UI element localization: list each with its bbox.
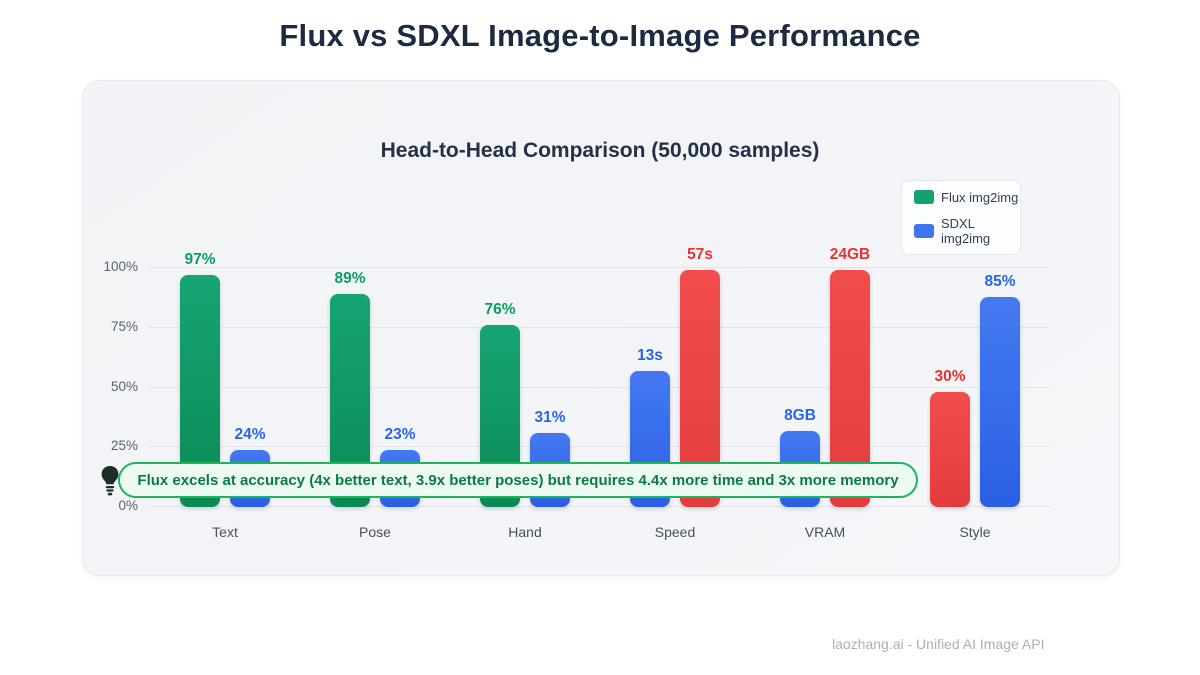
bar-style-blue xyxy=(980,297,1020,507)
grid-line xyxy=(148,506,1050,507)
y-axis-tick-label: 100% xyxy=(103,259,138,274)
bar-value-label: 24% xyxy=(234,426,266,443)
lightbulb-icon xyxy=(100,465,120,502)
bar-value-label: 97% xyxy=(184,251,216,268)
grid-line xyxy=(148,387,1050,388)
grid-line xyxy=(148,327,1050,328)
category-group-pose: 89% 23% Pose xyxy=(300,80,450,574)
bar-value-label: 31% xyxy=(534,409,566,426)
category-label: Style xyxy=(959,524,991,540)
category-label: VRAM xyxy=(804,524,846,540)
bar-value-label: 57s xyxy=(687,246,713,263)
bar-value-label: 13s xyxy=(637,347,663,364)
bar-value-label: 24GB xyxy=(829,246,871,263)
plot-area: 100% 75% 50% 25% 0% 97% 24% Text 89% 23% Pose 76% 31… xyxy=(82,80,1118,574)
bar-value-label: 85% xyxy=(984,273,1016,290)
category-label: Pose xyxy=(359,524,391,540)
chart-title: Head-to-Head Comparison (50,000 samples) xyxy=(380,139,820,162)
bar-value-label: 76% xyxy=(484,301,516,318)
y-axis-tick-label: 75% xyxy=(110,319,138,334)
grid-line xyxy=(148,267,1050,268)
bar-style-red xyxy=(930,392,970,507)
legend-swatch-green xyxy=(914,190,934,204)
bar-value-label: 89% xyxy=(334,270,366,287)
page-title: Flux vs SDXL Image-to-Image Performance xyxy=(279,18,921,53)
y-axis-tick-label: 50% xyxy=(110,379,138,394)
bar-value-label: 23% xyxy=(384,426,416,443)
y-axis-tick-label: 25% xyxy=(110,438,138,453)
grid-line xyxy=(148,446,1050,447)
category-label: Speed xyxy=(654,524,696,540)
legend-label: SDXL img2img xyxy=(941,215,991,246)
bar-value-label: 30% xyxy=(934,368,966,385)
legend-swatch-blue xyxy=(914,223,934,238)
category-group-style: 30% 85% Style xyxy=(900,80,1050,574)
annotation-callout: Flux excels at accuracy (4x better text,… xyxy=(118,462,918,498)
legend-label: Flux img2img xyxy=(941,189,1019,205)
legend: Flux img2img SDXL img2img xyxy=(901,180,1021,255)
y-axis-tick-label: 0% xyxy=(118,498,138,513)
annotation-text: Flux excels at accuracy (4x better text,… xyxy=(137,471,899,489)
category-group-vram: 8GB 24GB VRAM xyxy=(750,80,900,574)
category-group-speed: 13s 57s Speed xyxy=(600,80,750,574)
category-group-hand: 76% 31% Hand xyxy=(450,80,600,574)
category-group-text: 97% 24% Text xyxy=(150,80,300,574)
category-label: Hand xyxy=(508,524,542,540)
footer-credit: laozhang.ai - Unified AI Image API xyxy=(832,636,1045,652)
bar-value-label: 8GB xyxy=(784,407,816,424)
legend-item-blue: SDXL img2img xyxy=(914,216,1020,246)
category-label: Text xyxy=(212,524,238,540)
legend-item-green: Flux img2img xyxy=(914,190,1020,205)
